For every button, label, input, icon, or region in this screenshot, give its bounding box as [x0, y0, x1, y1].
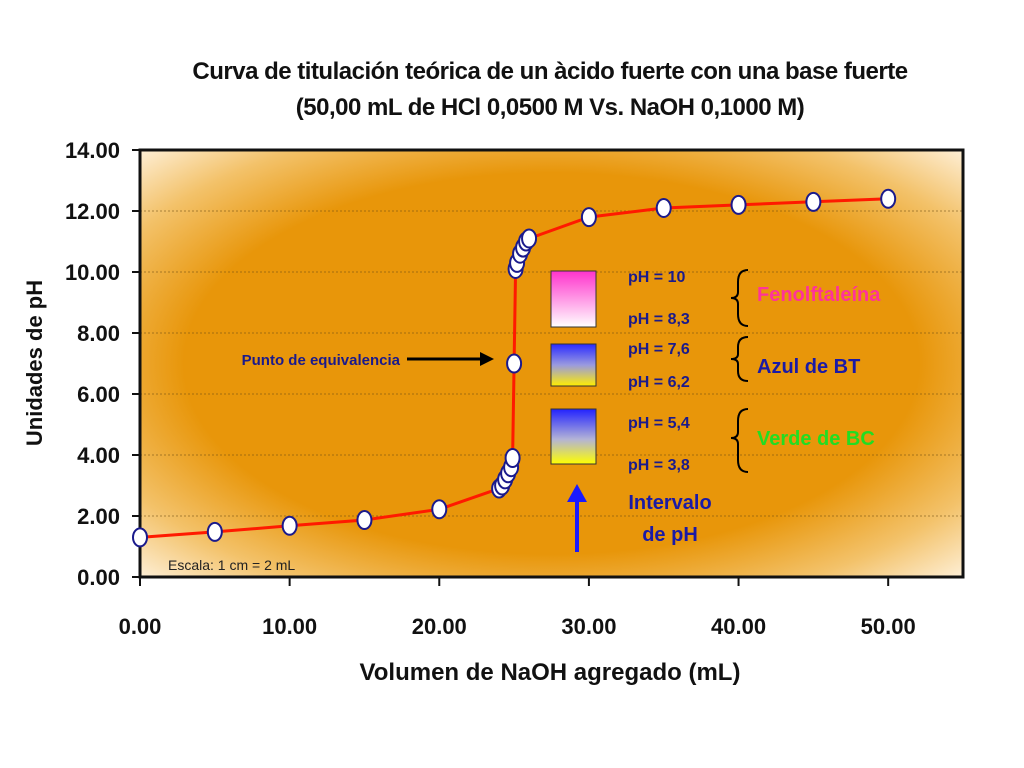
y-axis-label: Unidades de pH: [22, 280, 47, 446]
interval-arrow-head: [567, 484, 587, 502]
equivalence-arrow-head: [480, 352, 494, 366]
indicator-swatch: [550, 343, 597, 387]
y-tick-label: 0.00: [77, 565, 120, 590]
indicator-swatch: [550, 408, 597, 465]
x-tick-label: 0.00: [119, 614, 162, 639]
grid-lines: [140, 210, 963, 517]
data-point: [206, 521, 223, 542]
interval-label-line1: Intervalo: [628, 492, 711, 514]
ph-low-label: pH = 8,3: [628, 311, 690, 328]
x-tick-label: 30.00: [561, 614, 616, 639]
data-point: [730, 194, 747, 215]
y-tick-label: 6.00: [77, 382, 120, 407]
scale-note: Escala: 1 cm = 2 mL: [168, 557, 295, 573]
ph-low-label: pH = 3,8: [628, 457, 690, 474]
x-tick-label: 50.00: [861, 614, 916, 639]
ph-high-label: pH = 10: [628, 269, 685, 286]
y-tick-label: 8.00: [77, 321, 120, 346]
data-point: [580, 207, 597, 228]
chart-title: Curva de titulación teórica de un àcido …: [192, 58, 908, 85]
data-point: [431, 499, 448, 520]
x-tick-label: 20.00: [412, 614, 467, 639]
y-tick-label: 14.00: [65, 138, 120, 163]
data-point: [504, 448, 521, 469]
data-point: [805, 191, 822, 212]
chart-subtitle: (50,00 mL de HCl 0,0500 M Vs. NaOH 0,100…: [295, 94, 805, 121]
x-axis-label: Volumen de NaOH agregado (mL): [360, 659, 741, 686]
data-points: [132, 188, 897, 548]
data-point: [521, 228, 538, 249]
interval-label-line2: de pH: [642, 524, 698, 546]
data-point: [281, 515, 298, 536]
y-tick-label: 12.00: [65, 199, 120, 224]
indicator-name: Fenolftaleína: [757, 284, 881, 306]
ph-high-label: pH = 7,6: [628, 341, 690, 358]
indicator-bromothymol-blue: pH = 7,6 pH = 6,2 Azul de BT: [550, 336, 860, 391]
indicator-phenolphthalein: pH = 10 pH = 8,3 Fenolftaleína: [550, 269, 881, 328]
brace-icon: [730, 336, 749, 382]
plot-frame: [138, 148, 965, 579]
x-axis: 0.00 10.00 20.00 30.00 40.00 50.00: [119, 577, 916, 639]
data-point: [132, 527, 148, 548]
x-tick-label: 10.00: [262, 614, 317, 639]
equivalence-label: Punto de equivalencia: [242, 352, 401, 369]
y-tick-label: 2.00: [77, 504, 120, 529]
ph-low-label: pH = 6,2: [628, 374, 690, 391]
indicator-name: Azul de BT: [757, 356, 860, 378]
indicator-name: Verde de BC: [757, 428, 875, 450]
brace-icon: [730, 269, 749, 327]
brace-icon: [730, 408, 749, 473]
data-point: [506, 353, 523, 374]
ph-high-label: pH = 5,4: [628, 415, 690, 432]
x-tick-label: 40.00: [711, 614, 766, 639]
y-axis: 0.00 2.00 4.00 6.00 8.00 10.00 12.00 14.00: [65, 138, 140, 590]
indicator-bromocresol-green: pH = 5,4 pH = 3,8 Verde de BC: [550, 408, 875, 474]
data-point: [880, 188, 897, 209]
y-tick-label: 4.00: [77, 443, 120, 468]
y-tick-label: 10.00: [65, 260, 120, 285]
data-point: [356, 509, 373, 530]
data-point: [655, 197, 672, 218]
indicator-swatch: [550, 270, 597, 328]
